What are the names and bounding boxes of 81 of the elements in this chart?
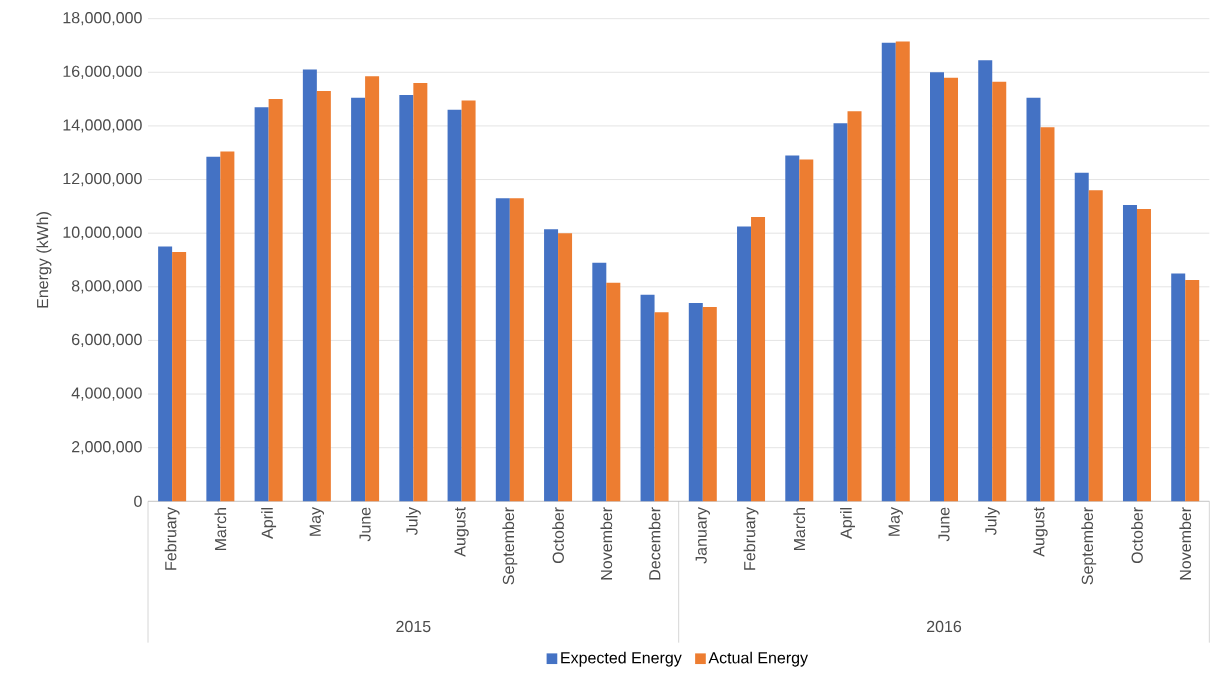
y-tick-label: 4,000,000 (71, 387, 142, 401)
bar (1136, 209, 1151, 502)
y-axis-title: Energy (kWh) (36, 212, 52, 308)
bar (978, 60, 993, 502)
x-tick-label: May (888, 506, 903, 536)
bar (833, 123, 848, 502)
y-tick-label: 6,000,000 (72, 333, 142, 348)
y-tick-label: 10,000,000 (63, 226, 142, 240)
x-tick-label: November (600, 507, 613, 580)
bar (881, 42, 896, 502)
x-tick-label: August (454, 507, 469, 557)
legend-label: Actual Energy (708, 651, 809, 667)
bar (1040, 127, 1055, 502)
x-tick-label: May (309, 506, 325, 536)
bar (944, 77, 959, 502)
x-tick-label: February (743, 506, 759, 570)
x-tick-label: March (214, 507, 227, 551)
bar (399, 95, 414, 502)
y-tick-label: 14,000,000 (63, 119, 142, 133)
text: 2016 (927, 620, 962, 633)
bar (254, 107, 269, 502)
bar (751, 217, 766, 502)
bar (461, 100, 476, 502)
bar (930, 72, 945, 502)
y-tick-label: 16,000,000 (63, 65, 142, 79)
x-tick-label: July (405, 506, 421, 536)
y-tick-label: 12,000,000 (63, 172, 142, 187)
x-tick-label: April (261, 507, 277, 539)
x-tick-label: November (1179, 507, 1192, 580)
bar (172, 251, 187, 502)
bar (158, 246, 173, 502)
bar (544, 229, 559, 502)
legend-label: Expected Energy (561, 651, 682, 667)
y-tick-label: 18,000,000 (63, 12, 142, 26)
x-tick-label: June (359, 507, 371, 542)
text: 2015 (396, 620, 431, 633)
bar (268, 99, 283, 502)
bar (365, 76, 380, 502)
bar (847, 111, 862, 502)
bar (592, 262, 607, 502)
bar (351, 97, 366, 502)
x-tick-label: February (164, 506, 180, 570)
bar (220, 151, 235, 502)
bar (992, 81, 1007, 502)
bar (737, 226, 752, 502)
bar (799, 159, 814, 502)
bar (206, 156, 221, 502)
x-tick-label: September (502, 507, 518, 585)
y-tick-label: 0 (134, 495, 142, 507)
x-tick-label: June (938, 507, 950, 542)
x-tick-label: September (1081, 507, 1097, 585)
bar (640, 294, 655, 502)
bar (1185, 280, 1200, 502)
bar (316, 91, 331, 502)
bar (654, 312, 669, 502)
bar (1026, 97, 1041, 502)
bar (1171, 273, 1186, 502)
x-tick-label: August (1033, 507, 1048, 557)
bar (509, 198, 524, 502)
x-tick-label: October (552, 507, 564, 564)
bar (1122, 205, 1137, 502)
bar (302, 69, 317, 502)
bar (447, 109, 462, 502)
y-tick-label: 2,000,000 (72, 441, 142, 455)
x-tick-label: March (793, 507, 806, 551)
bar (785, 155, 800, 502)
bar (1088, 190, 1103, 502)
bar (895, 41, 910, 502)
bar (413, 83, 428, 502)
bar (606, 282, 621, 502)
x-tick-label: April (840, 507, 855, 539)
bar (495, 198, 510, 502)
bar (688, 302, 703, 502)
bar (1074, 172, 1089, 502)
x-tick-label: January (695, 506, 710, 564)
x-tick-label: October (1131, 507, 1143, 564)
bar (558, 233, 573, 502)
x-tick-label: July (984, 506, 1000, 536)
x-tick-label: December (648, 507, 661, 580)
y-tick-label: 8,000,000 (71, 280, 142, 294)
bar (702, 306, 717, 502)
